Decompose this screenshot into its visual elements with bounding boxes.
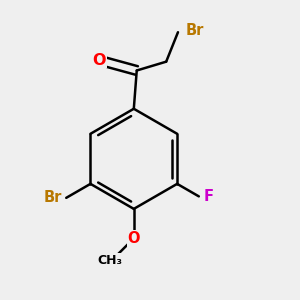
Text: Br: Br — [185, 23, 204, 38]
Text: O: O — [128, 231, 140, 246]
Text: Br: Br — [44, 190, 62, 205]
Text: O: O — [92, 53, 106, 68]
Text: F: F — [203, 189, 213, 204]
Text: CH₃: CH₃ — [98, 254, 123, 267]
